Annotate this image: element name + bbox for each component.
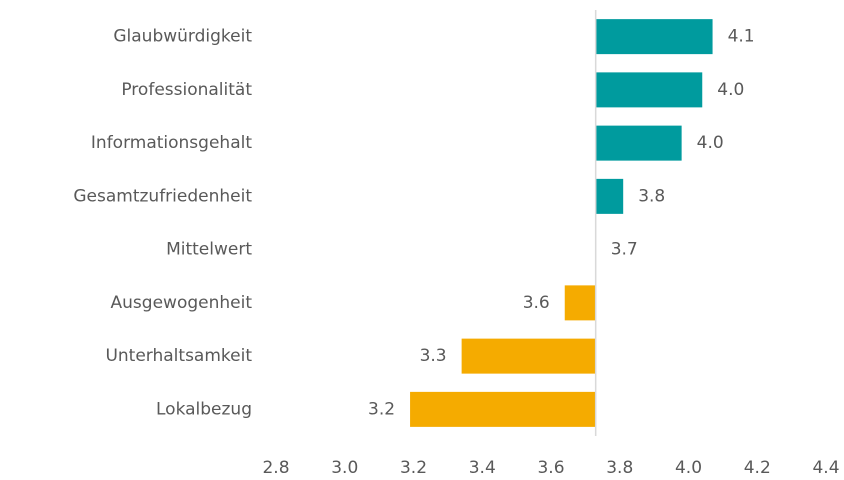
value-label: 4.0 <box>717 80 744 100</box>
category-label: Glaubwürdigkeit <box>113 27 252 47</box>
bar <box>461 338 596 374</box>
category-label: Gesamtzufriedenheit <box>73 186 252 206</box>
category-label: Informationsgehalt <box>91 133 252 153</box>
x-tick-label: 2.8 <box>262 458 289 478</box>
x-tick-label: 3.6 <box>537 458 564 478</box>
value-label: 3.3 <box>420 346 447 366</box>
bar <box>595 178 624 214</box>
value-label: 4.1 <box>728 27 755 47</box>
x-tick-label: 4.2 <box>744 458 771 478</box>
category-label: Mittelwert <box>166 240 252 260</box>
value-label: 3.8 <box>638 186 665 206</box>
value-label: 3.2 <box>368 399 395 419</box>
bar <box>564 285 596 321</box>
bar <box>595 72 703 108</box>
x-tick-label: 4.4 <box>812 458 839 478</box>
category-label: Lokalbezug <box>156 399 252 419</box>
bar <box>595 125 682 161</box>
category-label: Professionalität <box>121 80 252 100</box>
value-label: 3.7 <box>611 240 638 260</box>
value-label: 4.0 <box>697 133 724 153</box>
bar <box>410 391 596 427</box>
category-label: Unterhaltsamkeit <box>105 346 252 366</box>
x-tick-label: 3.2 <box>400 458 427 478</box>
value-label: 3.6 <box>523 293 550 313</box>
x-tick-label: 3.0 <box>331 458 358 478</box>
bar <box>595 19 713 55</box>
category-label: Ausgewogenheit <box>111 293 253 313</box>
x-tick-label: 4.0 <box>675 458 702 478</box>
x-tick-label: 3.4 <box>469 458 496 478</box>
x-tick-label: 3.8 <box>606 458 633 478</box>
